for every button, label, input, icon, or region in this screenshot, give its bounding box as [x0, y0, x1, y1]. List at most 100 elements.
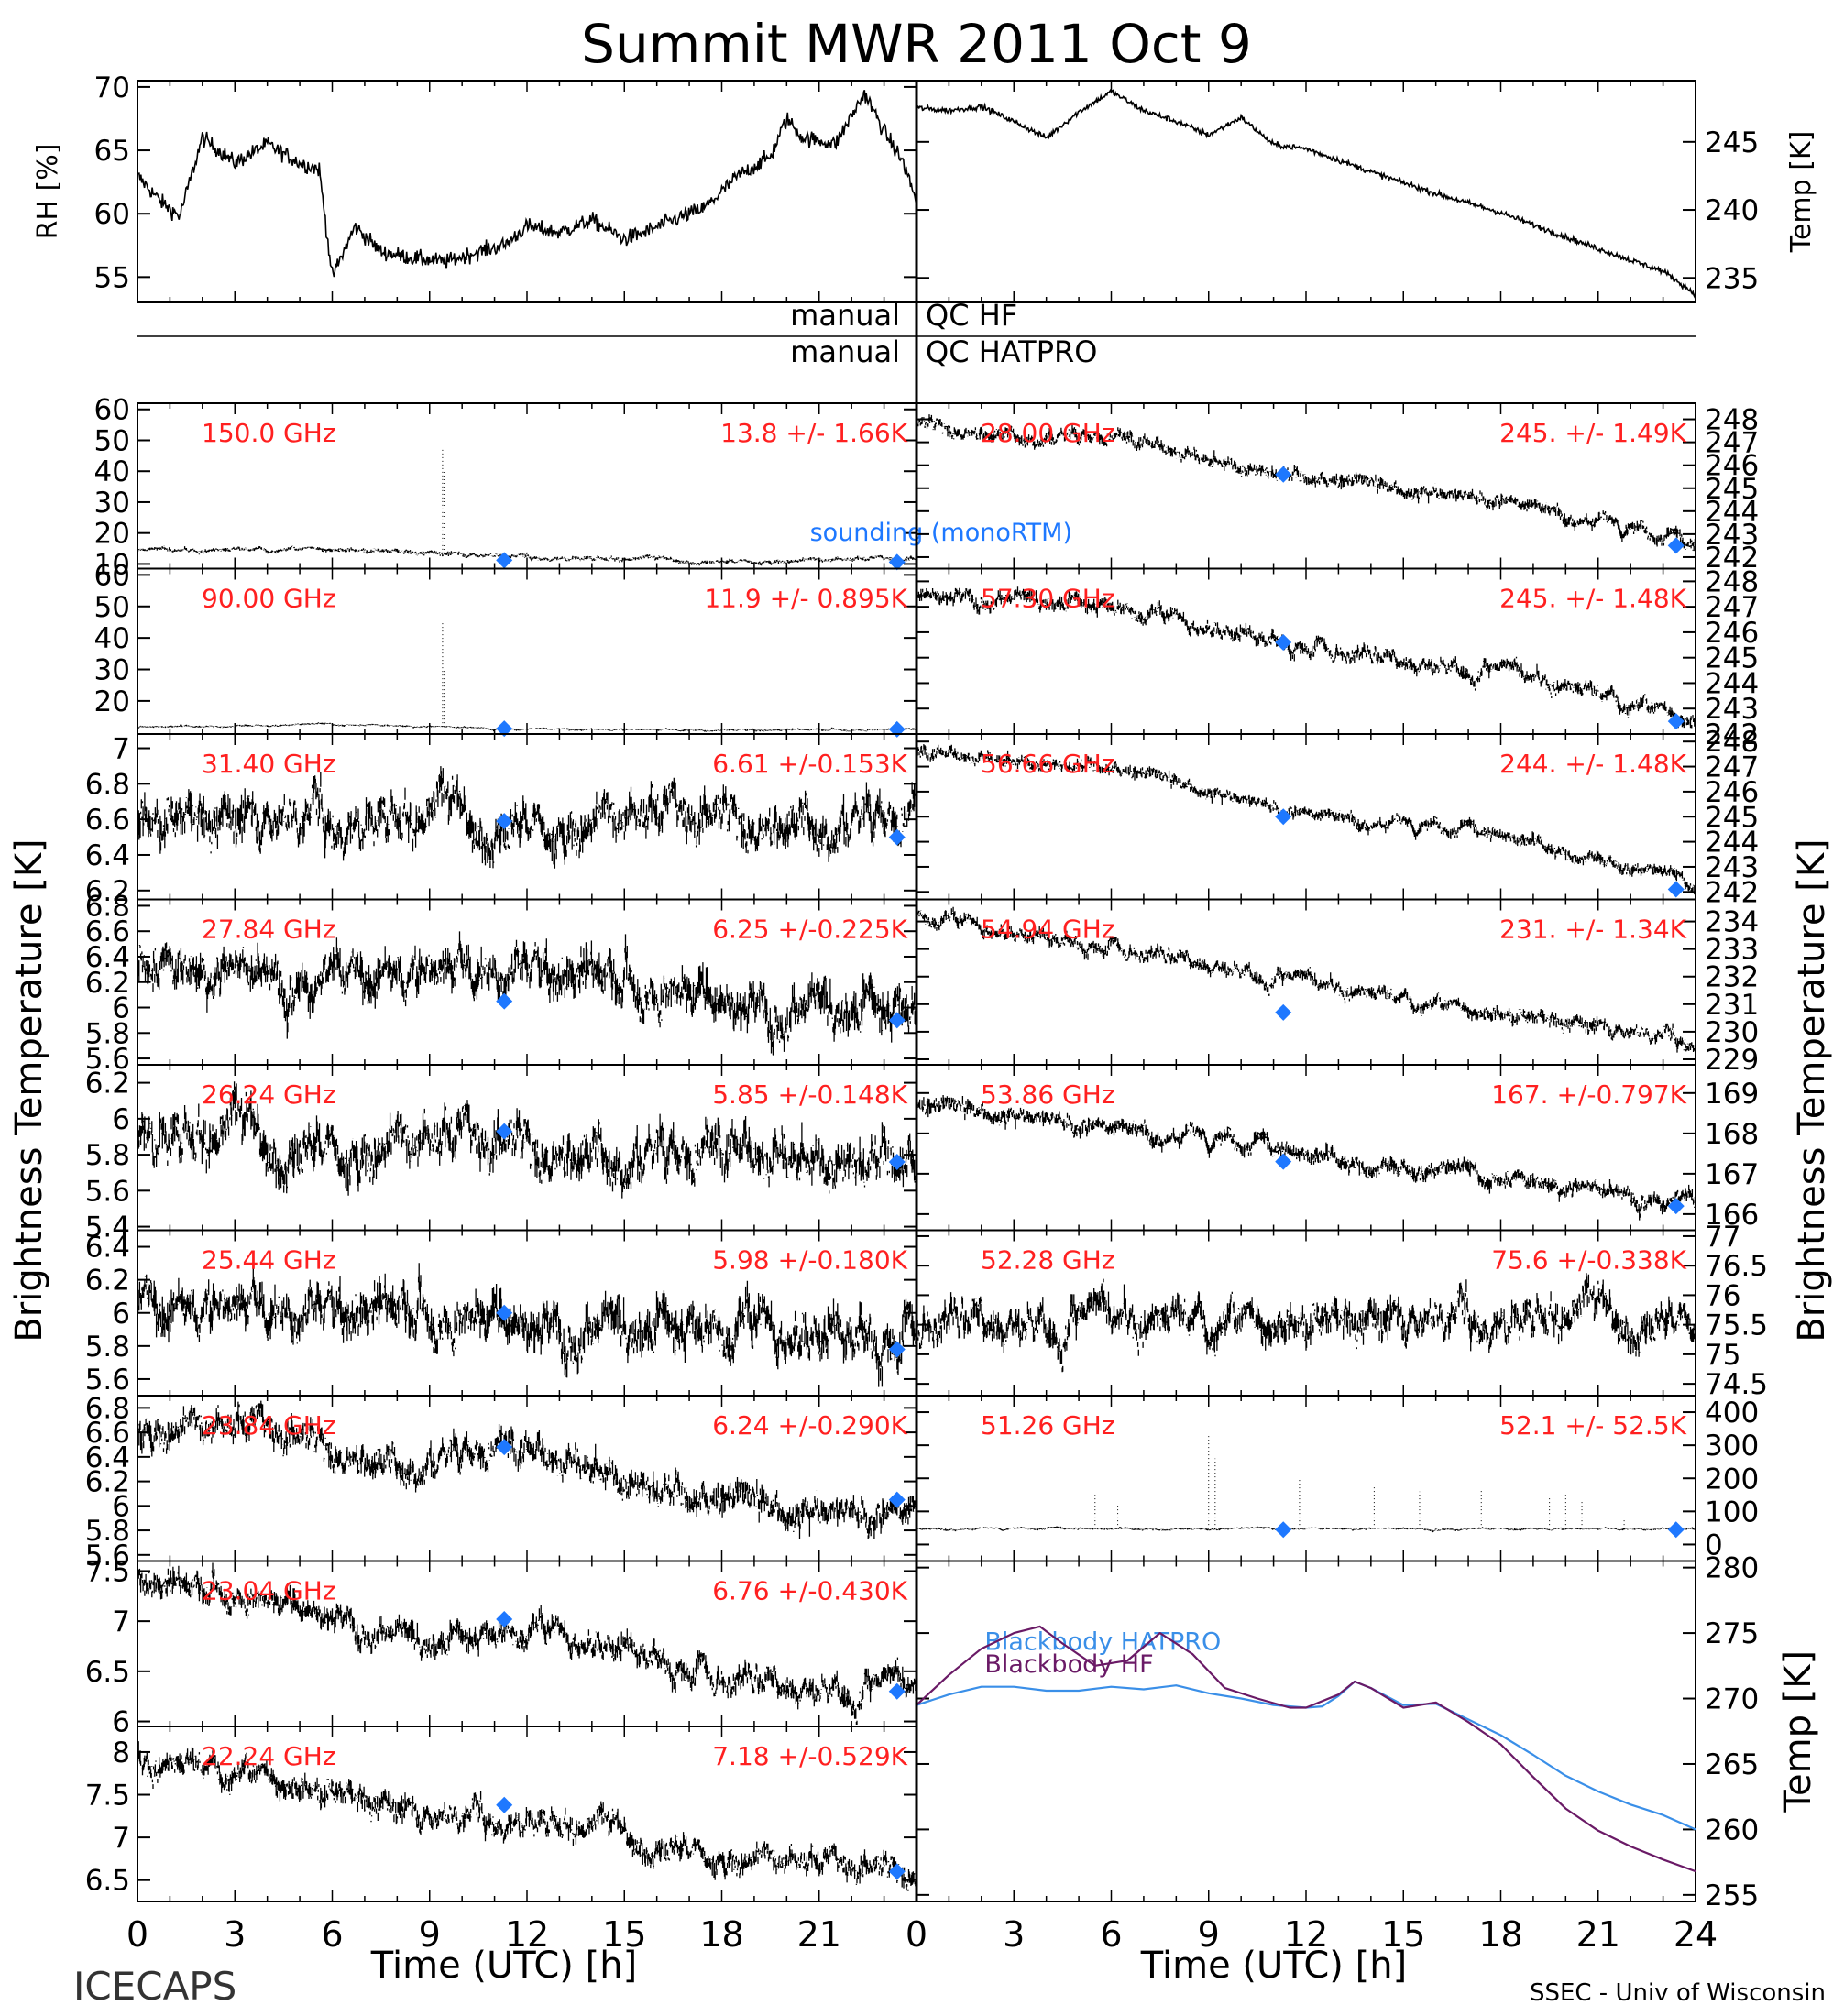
channel-label: 52.28 GHz [981, 1245, 1115, 1276]
y-tick-label: 6.5 [85, 1865, 130, 1898]
sounding-point [496, 552, 513, 569]
channel-label: 150.0 GHz [202, 418, 336, 448]
y-tick-label: 74.5 [1705, 1368, 1768, 1401]
y-tick-label: 100 [1705, 1496, 1759, 1528]
y-tick-label: 235 [1705, 262, 1759, 295]
panel-hp-2544: 5.65.866.26.4 25.44 GHz 5.98 +/-0.180K [85, 1229, 917, 1397]
channel-label: 23.84 GHz [202, 1410, 336, 1441]
channel-stats: 75.6 +/-0.338K [1491, 1245, 1686, 1276]
sounding-point [888, 1153, 906, 1170]
sounding-point [888, 1682, 906, 1700]
scatter-trace-hp-2304 [137, 1562, 917, 1725]
y-tick-label: 76 [1705, 1279, 1740, 1312]
sounding-legend: sounding (monoRTM) [810, 519, 1072, 547]
y-tick-label: 55 [94, 261, 130, 294]
y-tick-label: 234 [1705, 906, 1759, 939]
sounding-point [496, 1439, 513, 1456]
y-tick-label: 243 [1705, 519, 1759, 552]
channel-label: 22.24 GHz [202, 1741, 336, 1771]
scatter-trace-hf-5386 [916, 1095, 1696, 1221]
y-tick-label: 6.4 [85, 1232, 130, 1265]
y-tick-label: 244 [1705, 667, 1759, 700]
y-tick-label: 5.6 [85, 1539, 130, 1572]
sounding-point [1275, 1521, 1292, 1539]
axis-label-rh: RH [%] [32, 144, 64, 240]
sounding-point [1667, 881, 1685, 898]
y-tick-label: 247 [1705, 591, 1759, 624]
y-tick-label: 246 [1705, 617, 1759, 650]
y-tick-label: 5.8 [85, 1139, 130, 1172]
channel-label: 23.04 GHz [202, 1576, 336, 1606]
y-tick-label: 6.8 [85, 890, 130, 923]
scatter-trace-hp-2624 [137, 1081, 917, 1199]
y-tick-label: 245 [1705, 801, 1759, 834]
y-tick-label: 6.8 [85, 768, 130, 801]
channel-stats: 6.24 +/-0.290K [712, 1410, 907, 1441]
channel-stats: 167. +/-0.797K [1491, 1079, 1686, 1110]
qc-hf-right: QC HF [926, 298, 1017, 333]
channel-stats: 245. +/- 1.48K [1499, 584, 1686, 614]
sounding-point [496, 1123, 513, 1140]
y-tick-label: 75.5 [1705, 1309, 1768, 1342]
y-tick-label: 255 [1705, 1879, 1759, 1912]
y-tick-label: 6 [112, 1298, 130, 1331]
y-tick-label: 50 [94, 591, 130, 624]
y-tick-label: 247 [1705, 751, 1759, 784]
y-tick-label: 6 [112, 1706, 130, 1739]
scatter-trace-hp-2384 [137, 1400, 917, 1539]
panel-rh: 55 60 65 70 RH [%] [32, 71, 917, 303]
sounding-point [496, 720, 513, 738]
sounding-point [888, 720, 906, 738]
y-tick-label: 265 [1705, 1748, 1759, 1781]
y-tick-label: 6.6 [85, 1417, 130, 1450]
y-tick-label: 231 [1705, 989, 1759, 1022]
channel-stats: 13.8 +/- 1.66K [720, 418, 907, 448]
y-tick-label: 260 [1705, 1813, 1759, 1846]
x-tick-label: 24 [1674, 1914, 1718, 1955]
y-tick-label: 30 [94, 487, 130, 520]
x-tick-label: 9 [1198, 1914, 1220, 1955]
y-tick-label: 6.6 [85, 804, 130, 837]
y-tick-label: 6.2 [85, 1068, 130, 1101]
y-tick-label: 0 [1705, 1528, 1723, 1561]
y-tick-label: 168 [1705, 1118, 1759, 1151]
x-tick-label: 12 [505, 1914, 549, 1955]
y-tick-label: 6.2 [85, 967, 130, 1000]
y-tick-label: 242 [1705, 718, 1759, 751]
sounding-point [888, 828, 906, 846]
y-tick-label: 40 [94, 622, 130, 655]
y-tick-label: 5.8 [85, 1515, 130, 1548]
series-line-temp [916, 88, 1696, 300]
y-tick-label: 40 [94, 455, 130, 488]
legend-hatpro: Blackbody HATPRO [984, 1628, 1221, 1657]
y-tick-label: 248 [1705, 726, 1759, 759]
channel-label: 51.26 GHz [981, 1410, 1115, 1441]
y-tick-label: 60 [94, 394, 130, 427]
y-tick-label: 5.8 [85, 1017, 130, 1050]
y-tick-label: 30 [94, 654, 130, 687]
y-tick-label: 76.5 [1705, 1250, 1768, 1283]
sounding-point [1667, 713, 1685, 730]
channel-label: 90.00 GHz [202, 584, 336, 614]
sounding-point [1275, 466, 1292, 483]
y-tick-label: 7.5 [85, 1780, 130, 1813]
y-tick-label: 50 [94, 424, 130, 457]
y-tick-label: 5.6 [85, 1175, 130, 1208]
x-tick-label: 0 [906, 1914, 927, 1955]
panel-hp-2624: 5.45.65.866.2 26.24 GHz 5.85 +/-0.148K [85, 1064, 917, 1244]
qc-hatpro-left: manual [790, 334, 900, 369]
y-tick-label: 6 [112, 1490, 130, 1523]
sounding-point [496, 992, 513, 1010]
sounding-point [888, 1012, 906, 1029]
channel-stats: 244. +/- 1.48K [1499, 749, 1686, 779]
channel-stats: 6.76 +/-0.430K [712, 1576, 907, 1606]
sounding-point [1275, 634, 1292, 652]
x-tick-label: 21 [1576, 1914, 1620, 1955]
footer-left-label: ICECAPS [73, 1964, 236, 2009]
right-side-label: Brightness Temperature [K] [1791, 838, 1833, 1342]
panel-hp-2384: 5.65.866.26.46.66.8 23.84 GHz 6.24 +/-0.29… [85, 1392, 917, 1572]
